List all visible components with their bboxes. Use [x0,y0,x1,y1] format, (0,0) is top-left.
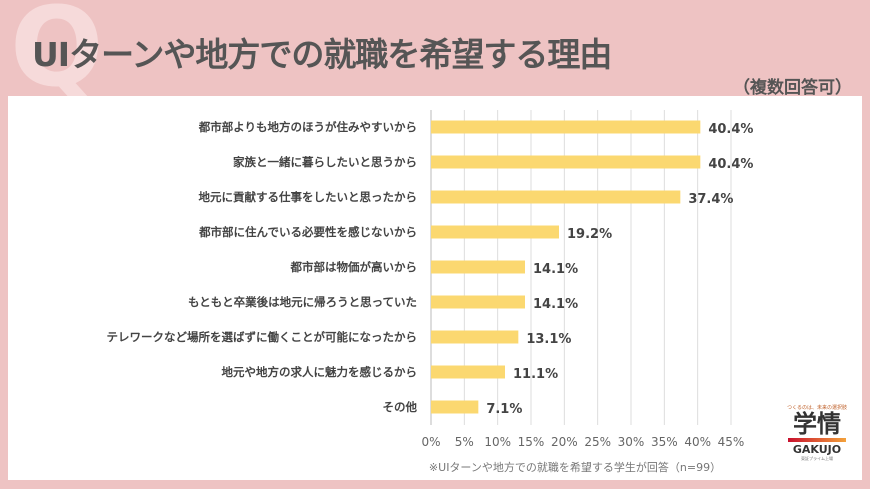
category-label: 都市部は物価が高いから [290,260,418,274]
category-label: もともと卒業後は地元に帰ろうと思っていた [188,295,417,309]
footnote: ※UIターンや地方での就職を希望する学生が回答（n=99） [429,460,721,474]
x-tick-label: 35% [651,435,678,449]
data-label: 7.1% [486,402,522,417]
category-label: 都市部に住んでいる必要性を感じないから [198,225,417,239]
category-label: 地元や地方の求人に魅力を感じるから [222,365,418,379]
q-watermark: Q [10,0,104,111]
page-title: UIターンや地方での就職を希望する理由 [32,35,612,74]
bar [431,365,505,379]
logo-listing: 東証プライム上場 [801,456,833,461]
bar [431,120,701,134]
x-tick-label: 15% [518,435,545,449]
bar [431,295,525,309]
bar [431,260,525,274]
x-tick-label: 10% [484,435,511,449]
bar [431,330,519,344]
bar [431,400,479,414]
data-label: 37.4% [688,192,733,207]
x-tick-label: 5% [455,435,474,449]
gakujo-logo: つくるのは、未来の選択肢 学情 GAKUJO 東証プライム上場 [782,404,852,462]
category-label: 地元に貢献する仕事をしたいと思ったから [199,190,418,204]
logo-name-jp: 学情 [793,410,841,438]
x-tick-label: 30% [618,435,645,449]
data-label: 13.1% [526,332,571,347]
category-label: 家族と一緒に暮らしたいと思うから [233,155,417,169]
page-subtitle: （複数回答可） [733,78,852,98]
bar [431,225,559,239]
x-tick-label: 20% [551,435,578,449]
data-label: 11.1% [513,367,558,382]
bar [431,190,681,204]
category-label: テレワークなど場所を選ばずに働くことが可能になったから [107,330,418,344]
logo-bar [788,438,846,442]
x-tick-label: 45% [718,435,745,449]
x-tick-label: 0% [421,435,440,449]
data-label: 40.4% [708,122,753,137]
category-label: 都市部よりも地方のほうが住みやすいから [198,120,417,134]
logo-name-en: GAKUJO [792,443,842,456]
x-tick-label: 25% [584,435,611,449]
data-label: 14.1% [533,297,578,312]
data-label: 40.4% [708,157,753,172]
category-label: その他 [383,400,418,414]
logo-tagline: つくるのは、未来の選択肢 [787,405,847,411]
x-tick-label: 40% [684,435,711,449]
bar [431,155,701,169]
data-label: 14.1% [533,262,578,277]
data-label: 19.2% [567,227,612,242]
